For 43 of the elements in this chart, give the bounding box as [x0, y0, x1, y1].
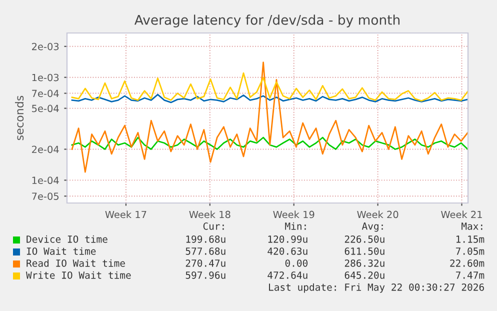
text: Cur: [203, 222, 224, 230]
legend-label: Read IO Wait time [26, 259, 125, 267]
x-tick-label: Week 19 [273, 210, 314, 218]
line-series [71, 62, 468, 173]
y-tick-label: 2e-04 [32, 146, 59, 154]
x-tick-label: Week 20 [357, 210, 398, 218]
line-series [71, 136, 468, 150]
text: 645.20u [344, 271, 384, 279]
legend-label: Write IO Wait time [26, 271, 131, 279]
text: Min: [285, 222, 306, 230]
text: Last update: Fri May 22 00:30:27 2026 [269, 283, 484, 293]
x-tick-label: Week 18 [189, 210, 230, 218]
text: 7.47m [456, 272, 484, 279]
text: 1.15m [456, 236, 484, 243]
text: 420.63u [268, 247, 308, 255]
line-series [71, 94, 468, 104]
legend-label: IO Wait time [26, 247, 96, 255]
y-tick-label: 7e-05 [32, 192, 59, 200]
text: 286.32u [344, 259, 384, 267]
text: Max: [462, 222, 482, 230]
y-tick-label: 5e-04 [32, 104, 59, 112]
y-axis-title: seconds [15, 96, 24, 140]
text: 472.64u [268, 271, 308, 279]
text: 270.47u [186, 259, 226, 267]
chart-title: Average latency for /dev/sda - by month [134, 14, 400, 28]
text: 577.68u [186, 247, 226, 255]
text: 597.96u [186, 271, 226, 279]
y-tick-label: 1e-03 [32, 74, 59, 82]
y-tick-label: 1e-04 [32, 176, 59, 184]
text: 611.50u [344, 247, 384, 255]
text: 199.68u [186, 235, 226, 243]
legend-label: Device IO time [26, 235, 108, 243]
line-series [71, 72, 468, 102]
text: 0.00 [285, 259, 308, 267]
text: 7.05m [456, 247, 484, 255]
x-tick-label: Week 21 [441, 210, 482, 218]
y-tick-label: 2e-03 [32, 42, 59, 50]
text: Avg: [362, 222, 383, 232]
text: 22.60m [450, 259, 484, 267]
text: 120.99u [268, 235, 308, 243]
text: 226.50u [344, 235, 384, 243]
x-tick-label: Week 17 [105, 210, 146, 218]
y-tick-label: 7e-04 [32, 90, 59, 98]
